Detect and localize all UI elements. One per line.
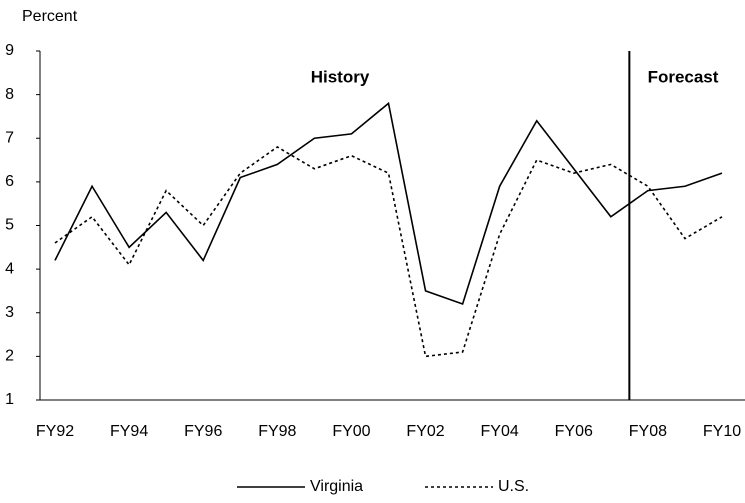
y-tick-label: 5 — [5, 217, 14, 234]
x-tick-label: FY02 — [406, 423, 444, 440]
x-tick-label: FY94 — [110, 423, 148, 440]
y-tick-label: 9 — [5, 42, 14, 59]
x-tick-label: FY00 — [332, 423, 370, 440]
x-tick-label: FY06 — [555, 423, 593, 440]
y-tick-label: 7 — [5, 129, 14, 146]
annotation: Forecast — [648, 67, 719, 86]
legend-label: Virginia — [310, 478, 363, 495]
y-tick-label: 8 — [5, 86, 14, 103]
x-tick-label: FY10 — [703, 423, 741, 440]
legend-label: U.S. — [498, 478, 529, 495]
annotation: History — [311, 67, 370, 86]
y-tick-label: 6 — [5, 173, 14, 190]
y-tick-label: 1 — [5, 391, 14, 408]
x-tick-label: FY92 — [36, 423, 74, 440]
x-tick-label: FY08 — [629, 423, 667, 440]
y-tick-label: 3 — [5, 304, 14, 321]
y-tick-label: 4 — [5, 260, 14, 277]
y-tick-label: 2 — [5, 348, 14, 365]
series-line — [54, 146, 723, 358]
y-axis-label: Percent — [22, 8, 78, 25]
x-tick-label: FY96 — [184, 423, 222, 440]
series-line — [54, 101, 723, 306]
x-tick-label: FY04 — [481, 423, 519, 440]
x-tick-label: FY98 — [258, 423, 296, 440]
